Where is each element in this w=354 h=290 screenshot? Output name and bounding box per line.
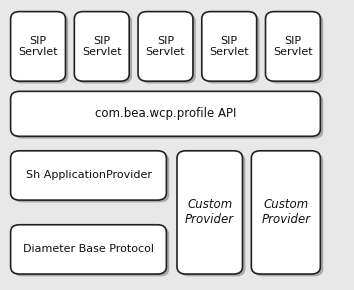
FancyBboxPatch shape [266,12,320,81]
FancyBboxPatch shape [177,151,242,274]
FancyBboxPatch shape [13,227,169,276]
FancyBboxPatch shape [74,12,129,81]
FancyBboxPatch shape [11,91,320,136]
FancyBboxPatch shape [11,151,166,200]
FancyBboxPatch shape [180,153,245,276]
Text: Diameter Base Protocol: Diameter Base Protocol [23,244,154,254]
Text: SIP
Servlet: SIP Servlet [18,36,58,57]
Text: SIP
Servlet: SIP Servlet [210,36,249,57]
Text: SIP
Servlet: SIP Servlet [146,36,185,57]
FancyBboxPatch shape [205,14,259,84]
FancyBboxPatch shape [13,153,169,202]
FancyBboxPatch shape [251,151,320,274]
Text: SIP
Servlet: SIP Servlet [82,36,121,57]
Text: Custom
Provider: Custom Provider [185,198,234,226]
FancyBboxPatch shape [11,12,65,81]
FancyBboxPatch shape [254,153,323,276]
FancyBboxPatch shape [141,14,196,84]
FancyBboxPatch shape [77,14,132,84]
FancyBboxPatch shape [13,94,323,139]
Text: SIP
Servlet: SIP Servlet [273,36,313,57]
Text: Custom
Provider: Custom Provider [261,198,310,226]
FancyBboxPatch shape [138,12,193,81]
Text: Sh ApplicationProvider: Sh ApplicationProvider [25,171,152,180]
FancyBboxPatch shape [202,12,257,81]
Text: com.bea.wcp.profile API: com.bea.wcp.profile API [95,107,236,120]
FancyBboxPatch shape [13,14,68,84]
FancyBboxPatch shape [11,225,166,274]
FancyBboxPatch shape [268,14,323,84]
